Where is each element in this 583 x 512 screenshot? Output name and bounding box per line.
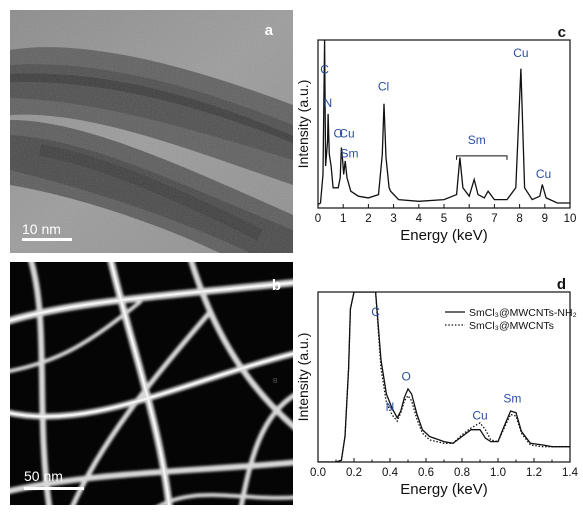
peak-label: Cu [339, 126, 354, 140]
panel-a-letter: a [264, 22, 273, 39]
peak-label: O [333, 126, 342, 140]
panel-a-scale-bar [22, 238, 72, 241]
x-tick-label: 9 [542, 213, 548, 225]
x-tick-label: 0.2 [346, 467, 362, 479]
x-tick-label: 0.8 [454, 467, 470, 479]
x-tick-label: 6 [466, 213, 472, 225]
x-tick-label: 0.0 [310, 467, 326, 479]
peak-label: C [320, 63, 329, 77]
peak-label: O [402, 369, 411, 383]
peak-label: Cu [513, 46, 528, 60]
panel-a-scale-label: 10 nm [22, 221, 61, 237]
y-axis-label: Intensity (a.u.) [295, 333, 311, 422]
legend-label: SmCl₃@MWCNTs-NH₂ [469, 307, 577, 319]
panel-a-tem-image: a 10 nm [10, 10, 293, 253]
peak-label: Cu [536, 167, 551, 181]
x-tick-label: 4 [416, 213, 423, 225]
peak-label: Cu [472, 409, 487, 423]
panel-b-scale-label: 50 nm [24, 468, 63, 484]
panel-letter: d [557, 276, 566, 293]
peak-label: Cl [378, 79, 389, 93]
peak-label: Sm [341, 147, 359, 161]
peak-label: N [323, 96, 332, 110]
x-tick-label: 2 [365, 213, 371, 225]
x-axis-label: Energy (keV) [400, 481, 488, 498]
x-axis-label: Energy (keV) [400, 227, 488, 244]
peak-label: Sm [468, 133, 486, 147]
x-tick-label: 1.4 [562, 467, 579, 479]
peak-label: N [386, 400, 395, 414]
sm-bracket [456, 155, 508, 160]
x-tick-label: 3 [390, 213, 396, 225]
panel-b-letter: b [271, 277, 281, 294]
chart-c-edx-spectrum: 0 1 2 3 4 5 6 7 8 9 10 Energy (keV) Intensity (a.u.)… [295, 24, 577, 244]
panel-letter: c [558, 24, 566, 41]
x-tick-label: 0.4 [382, 467, 399, 479]
series-line-2 [318, 292, 570, 462]
panel-b-scale-bar [24, 487, 84, 490]
x-tick-label: 0 [315, 213, 321, 225]
y-axis-label: Intensity (a.u.) [295, 80, 311, 169]
tem-image-drawing [10, 10, 293, 253]
panel-b-stem-image: b 50 nm [10, 262, 293, 505]
peak-label: C [371, 305, 380, 319]
series-line-1 [318, 40, 570, 206]
peak-label: Sm [503, 392, 521, 406]
x-tick-label: 1 [340, 213, 346, 225]
chart-d-eels-spectrum: 0.0 0.2 0.4 0.6 0.8 1.0 1.2 1.4 Energy (keV) Inte… [295, 276, 579, 498]
x-tick-label: 5 [441, 213, 447, 225]
x-tick-label: 1.0 [490, 467, 506, 479]
x-tick-label: 0.6 [418, 467, 434, 479]
stem-image-drawing [10, 262, 293, 505]
x-tick-label: 1.2 [526, 467, 542, 479]
x-tick-label: 8 [516, 213, 522, 225]
panel-b-side-marker: B [273, 378, 278, 385]
x-tick-label: 7 [491, 213, 497, 225]
legend-label: SmCl₃@MWCNTs [469, 320, 554, 332]
plot-frame [317, 39, 571, 209]
series-line-1 [318, 292, 570, 462]
x-tick-label: 10 [564, 213, 577, 225]
